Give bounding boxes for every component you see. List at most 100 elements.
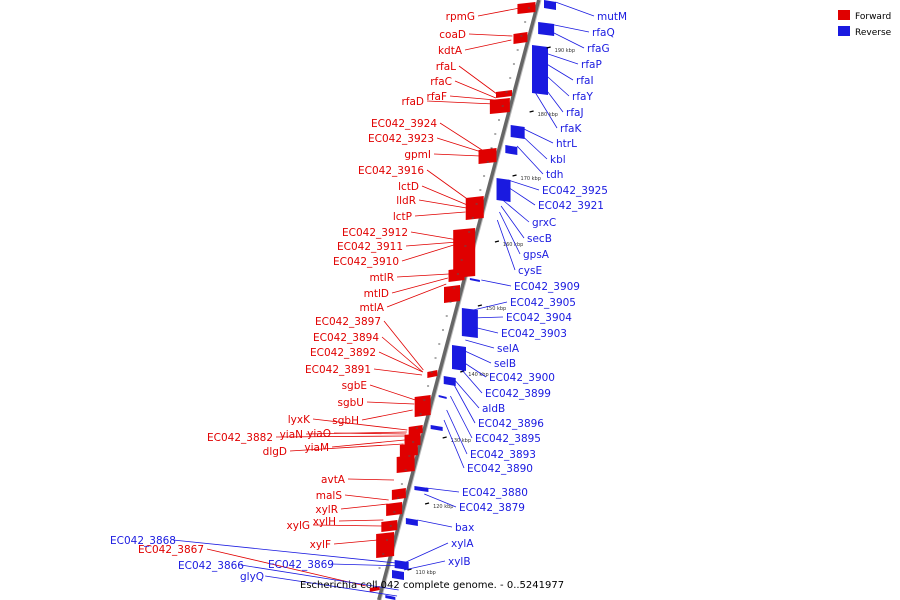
forward-gene-10[interactable]: [414, 395, 431, 417]
forward-gene-label[interactable]: mtlA: [360, 302, 385, 314]
reverse-gene-label[interactable]: EC042_3921: [538, 200, 604, 212]
forward-gene-19[interactable]: [369, 586, 380, 592]
forward-gene-label[interactable]: yiaO: [307, 428, 331, 440]
forward-gene-label[interactable]: EC042_3923: [368, 133, 434, 145]
reverse-gene-label[interactable]: tdh: [546, 169, 563, 181]
forward-gene-label[interactable]: sgbU: [338, 397, 365, 409]
forward-gene-label[interactable]: rfaF: [427, 91, 448, 103]
reverse-gene-label[interactable]: grxC: [532, 217, 556, 229]
reverse-gene-label[interactable]: xylA: [451, 538, 474, 550]
forward-gene-label[interactable]: malS: [316, 490, 343, 502]
reverse-gene-label[interactable]: EC042_3890: [467, 463, 533, 475]
forward-gene-label[interactable]: xylR: [315, 504, 338, 516]
reverse-gene-label[interactable]: EC042_3895: [475, 433, 541, 445]
forward-gene-17[interactable]: [381, 520, 398, 532]
forward-gene-label[interactable]: coaD: [439, 29, 466, 41]
reverse-gene-label[interactable]: kbl: [550, 154, 566, 166]
reverse-gene-label[interactable]: EC042_3909: [514, 281, 580, 293]
reverse-gene-9[interactable]: [443, 376, 456, 386]
forward-gene-8[interactable]: [444, 285, 460, 303]
forward-gene-label[interactable]: EC042_3912: [342, 227, 408, 239]
reverse-gene-label[interactable]: EC042_3879: [459, 502, 525, 514]
forward-gene-0[interactable]: [517, 2, 536, 14]
reverse-gene-10[interactable]: [438, 395, 447, 399]
reverse-gene-4[interactable]: [505, 145, 518, 155]
forward-gene-label[interactable]: lyxK: [288, 414, 311, 426]
reverse-gene-14[interactable]: [394, 560, 409, 570]
reverse-gene-label[interactable]: EC042_3868: [110, 535, 176, 547]
reverse-gene-5[interactable]: [496, 178, 511, 202]
reverse-gene-label[interactable]: xylB: [448, 556, 471, 568]
forward-gene-1[interactable]: [513, 32, 528, 44]
forward-gene-2[interactable]: [496, 90, 512, 98]
forward-gene-7[interactable]: [448, 268, 465, 282]
reverse-gene-label[interactable]: htrL: [556, 138, 577, 150]
reverse-gene-label[interactable]: selB: [494, 358, 516, 370]
forward-gene-11[interactable]: [408, 425, 423, 435]
forward-gene-14[interactable]: [396, 455, 415, 473]
forward-gene-label[interactable]: lctP: [393, 211, 412, 223]
forward-gene-label[interactable]: EC042_3910: [333, 256, 399, 268]
reverse-gene-label[interactable]: secB: [527, 233, 552, 245]
reverse-gene-label[interactable]: EC042_3866: [178, 560, 244, 572]
reverse-gene-label[interactable]: aldB: [482, 403, 505, 415]
forward-gene-label[interactable]: lldR: [396, 195, 416, 207]
reverse-gene-label[interactable]: EC042_3900: [489, 372, 555, 384]
forward-gene-5[interactable]: [465, 196, 484, 220]
forward-gene-label[interactable]: EC042_3882: [207, 432, 273, 444]
reverse-gene-1[interactable]: [538, 22, 555, 36]
reverse-gene-13[interactable]: [405, 518, 418, 526]
forward-gene-label[interactable]: EC042_3916: [358, 165, 424, 177]
forward-gene-label[interactable]: mtlD: [364, 288, 389, 300]
forward-gene-4[interactable]: [478, 148, 497, 164]
reverse-gene-11[interactable]: [430, 425, 443, 431]
reverse-gene-label[interactable]: EC042_3905: [510, 297, 576, 309]
reverse-gene-label[interactable]: selA: [497, 343, 520, 355]
forward-gene-label[interactable]: kdtA: [438, 45, 463, 57]
reverse-gene-7[interactable]: [461, 308, 478, 338]
forward-gene-label[interactable]: EC042_3867: [138, 544, 204, 556]
forward-gene-label[interactable]: xylH: [313, 516, 336, 528]
forward-gene-label[interactable]: lctD: [398, 181, 419, 193]
forward-gene-9[interactable]: [427, 370, 438, 378]
forward-gene-label[interactable]: rfaL: [436, 61, 456, 73]
forward-gene-6[interactable]: [453, 228, 476, 278]
forward-gene-16[interactable]: [386, 502, 403, 516]
forward-gene-label[interactable]: xylG: [287, 520, 310, 532]
reverse-gene-label[interactable]: EC042_3869: [268, 559, 334, 571]
forward-gene-label[interactable]: avtA: [321, 474, 346, 486]
forward-gene-13[interactable]: [399, 443, 418, 457]
reverse-gene-label[interactable]: gpsA: [523, 249, 550, 261]
forward-gene-label[interactable]: EC042_3911: [337, 241, 403, 253]
reverse-gene-0[interactable]: [544, 0, 556, 10]
forward-gene-label[interactable]: gpmI: [404, 149, 431, 161]
reverse-gene-label[interactable]: rfaJ: [566, 107, 584, 119]
reverse-gene-label[interactable]: cysE: [518, 265, 542, 277]
reverse-gene-6[interactable]: [469, 278, 480, 282]
reverse-gene-16[interactable]: [385, 595, 396, 600]
reverse-gene-label[interactable]: EC042_3899: [485, 388, 551, 400]
reverse-gene-label[interactable]: rfaI: [576, 75, 594, 87]
forward-gene-label[interactable]: rfaC: [430, 76, 452, 88]
forward-gene-3[interactable]: [489, 98, 510, 114]
reverse-gene-label[interactable]: rfaQ: [592, 27, 615, 39]
reverse-gene-8[interactable]: [452, 345, 466, 371]
reverse-gene-label[interactable]: glyQ: [240, 571, 264, 583]
reverse-gene-label[interactable]: EC042_3904: [506, 312, 572, 324]
forward-gene-label[interactable]: dlgD: [263, 446, 287, 458]
forward-gene-label[interactable]: sgbE: [342, 380, 367, 392]
forward-gene-label[interactable]: yiaM: [304, 442, 329, 454]
reverse-gene-3[interactable]: [510, 125, 525, 139]
reverse-gene-label[interactable]: bax: [455, 522, 474, 534]
reverse-gene-label[interactable]: EC042_3896: [478, 418, 544, 430]
forward-gene-label[interactable]: xylF: [310, 539, 331, 551]
reverse-gene-label[interactable]: rfaK: [560, 123, 582, 135]
forward-gene-label[interactable]: sgbH: [332, 415, 359, 427]
reverse-gene-label[interactable]: EC042_3893: [470, 449, 536, 461]
forward-gene-label[interactable]: EC042_3924: [371, 118, 437, 130]
reverse-gene-15[interactable]: [392, 570, 404, 580]
reverse-gene-12[interactable]: [414, 486, 429, 492]
forward-gene-label[interactable]: mtlR: [369, 272, 394, 284]
forward-gene-label[interactable]: rfaD: [401, 96, 424, 108]
forward-gene-label[interactable]: EC042_3894: [313, 332, 379, 344]
